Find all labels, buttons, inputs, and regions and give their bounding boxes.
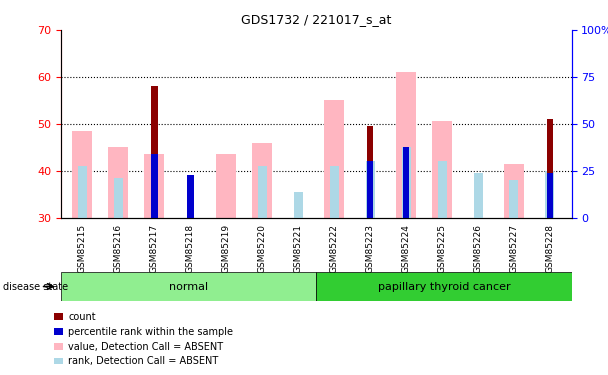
Bar	[216, 154, 236, 218]
Bar	[547, 173, 553, 217]
Bar	[330, 166, 339, 218]
Bar	[316, 272, 572, 301]
Legend: count, percentile rank within the sample, value, Detection Call = ABSENT, rank, : count, percentile rank within the sample…	[54, 312, 233, 366]
Bar	[504, 164, 524, 218]
Bar	[510, 180, 519, 218]
Bar	[187, 176, 193, 217]
Bar	[145, 154, 164, 218]
Bar	[438, 161, 446, 218]
Bar	[151, 86, 157, 218]
Bar	[114, 178, 123, 218]
Bar	[72, 131, 92, 218]
Bar	[545, 171, 554, 217]
Bar	[151, 154, 157, 218]
Bar	[367, 126, 373, 218]
Text: normal: normal	[169, 282, 208, 291]
Bar	[258, 166, 267, 218]
Bar	[187, 176, 193, 217]
Bar	[61, 272, 316, 301]
Bar	[108, 147, 128, 218]
Bar	[367, 161, 373, 218]
Bar	[474, 173, 483, 217]
Bar	[403, 147, 409, 218]
Text: disease state: disease state	[3, 282, 68, 291]
Text: papillary thyroid cancer: papillary thyroid cancer	[378, 282, 510, 291]
Bar	[294, 192, 303, 217]
Bar	[396, 72, 416, 217]
Bar	[547, 119, 553, 218]
Title: GDS1732 / 221017_s_at: GDS1732 / 221017_s_at	[241, 13, 392, 26]
Bar	[401, 147, 410, 218]
Bar	[252, 142, 272, 218]
Bar	[78, 166, 87, 218]
Bar	[365, 161, 375, 218]
Bar	[432, 122, 452, 218]
Bar	[324, 100, 344, 218]
